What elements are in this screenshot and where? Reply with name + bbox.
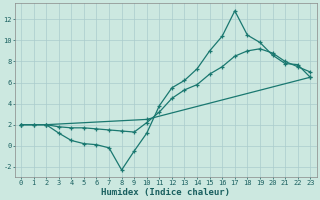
X-axis label: Humidex (Indice chaleur): Humidex (Indice chaleur) [101, 188, 230, 197]
